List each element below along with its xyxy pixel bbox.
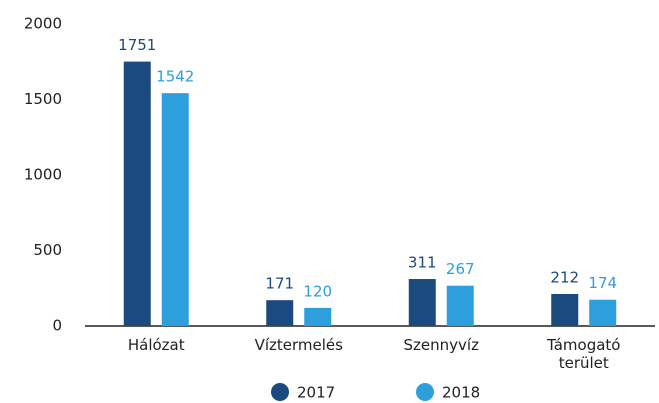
y-tick-label: 2000: [24, 15, 62, 33]
legend-label: 2017: [297, 384, 335, 402]
value-label: 212: [550, 268, 579, 286]
value-label: 267: [446, 260, 475, 278]
bar: [589, 299, 617, 326]
bar: [161, 93, 189, 327]
x-tick-label: Víztermelés: [254, 336, 343, 354]
value-label: 171: [265, 275, 294, 293]
bar: [266, 300, 294, 326]
bar: [408, 279, 436, 326]
bar: [446, 285, 474, 326]
value-label: 1751: [118, 36, 156, 54]
y-tick-label: 1000: [24, 166, 62, 184]
y-tick-label: 500: [33, 241, 62, 259]
value-label: 1542: [156, 68, 194, 86]
y-tick-label: 0: [52, 317, 62, 335]
x-tick-label: Szennyvíz: [403, 336, 479, 354]
bar: [123, 61, 151, 326]
legend-marker: [271, 383, 289, 401]
x-tick-label: Támogató terület: [547, 336, 621, 372]
y-tick-label: 1500: [24, 90, 62, 108]
value-label: 120: [303, 282, 332, 300]
bar: [551, 293, 579, 326]
value-label: 311: [408, 254, 437, 272]
bar: [304, 307, 332, 326]
x-tick-label: Hálózat: [127, 336, 185, 354]
value-label: 174: [588, 274, 617, 292]
legend-marker: [416, 383, 434, 401]
legend-label: 2018: [442, 384, 480, 402]
